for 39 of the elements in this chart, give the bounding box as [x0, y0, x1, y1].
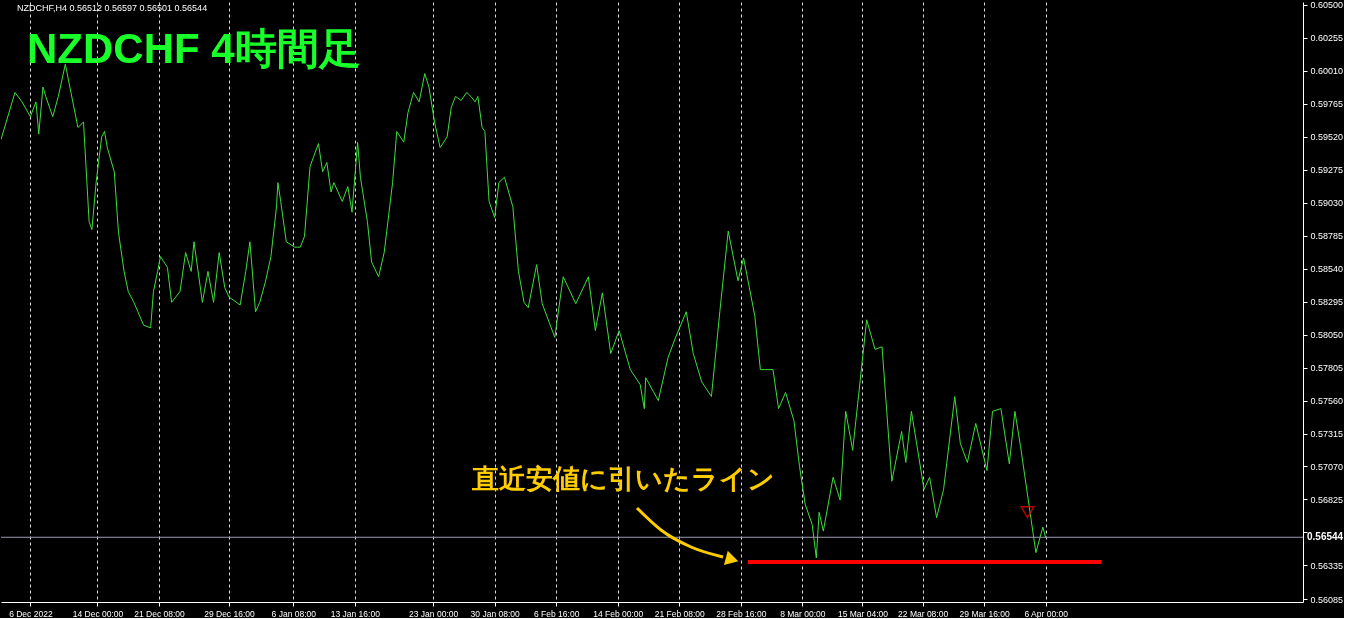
y-tick-label: 0.60500 [1310, 0, 1344, 11]
chart-subtitle: NZDCHF,H4 0.56512 0.56597 0.56501 0.56544 [17, 3, 208, 13]
annotation: 直近安値に引いたライン [470, 464, 775, 494]
y-tick-label: 0.56085 [1310, 594, 1344, 605]
x-tick-label: 23 Jan 00:00 [409, 608, 459, 619]
x-tick-label: 28 Feb 16:00 [716, 608, 767, 619]
x-tick-label: 13 Jan 16:00 [330, 608, 381, 619]
x-tick-label: 21 Feb 08:00 [654, 608, 706, 619]
y-tick-label: 0.58295 [1310, 297, 1344, 308]
y-tick-label: 0.58540 [1310, 264, 1344, 275]
x-tick-label: 22 Mar 08:00 [898, 608, 949, 619]
text: NZDCHF 4時間足 [27, 25, 361, 72]
y-tick-label: 0.57070 [1310, 462, 1344, 472]
y-tick-label: 0.57805 [1310, 363, 1344, 374]
ref-line-label: 0.56544 [1307, 531, 1344, 543]
x-tick-label: 6 Apr 00:00 [1024, 608, 1069, 619]
x-tick-label: 29 Dec 16:00 [204, 608, 255, 619]
x-tick-label: 6 Jan 08:00 [271, 608, 317, 619]
y-tick-label: 0.56335 [1310, 560, 1344, 571]
y-tick-label: 0.59765 [1310, 99, 1344, 110]
x-tick-label: 8 Mar 00:00 [780, 608, 826, 619]
x-tick-label: 21 Dec 08:00 [134, 608, 186, 619]
y-tick-label: 0.58785 [1310, 231, 1344, 242]
x-tick-label: 29 Mar 16:00 [959, 608, 1010, 619]
y-tick-label: 0.59030 [1310, 198, 1344, 209]
x-tick-label: 14 Dec 00:00 [72, 608, 124, 619]
y-tick-label: 0.60010 [1310, 66, 1344, 77]
y-tick-label: 0.57560 [1310, 396, 1344, 407]
x-tick-label: 14 Feb 00:00 [593, 608, 644, 619]
y-tick-label: 0.59520 [1310, 132, 1344, 143]
x-tick-label: 6 Feb 16:00 [534, 608, 580, 619]
y-tick-label: 0.59275 [1310, 165, 1344, 176]
y-tick-label: 0.56825 [1310, 494, 1344, 505]
x-tick-label: 6 Dec 2022 [9, 608, 53, 619]
y-tick-label: 0.58050 [1310, 330, 1344, 341]
y-tick-label: 0.60255 [1310, 33, 1344, 44]
x-tick-label: 30 Jan 08:00 [470, 608, 521, 619]
x-tick-label: 15 Mar 04:00 [837, 608, 889, 619]
y-tick-label: 0.57315 [1310, 429, 1344, 440]
